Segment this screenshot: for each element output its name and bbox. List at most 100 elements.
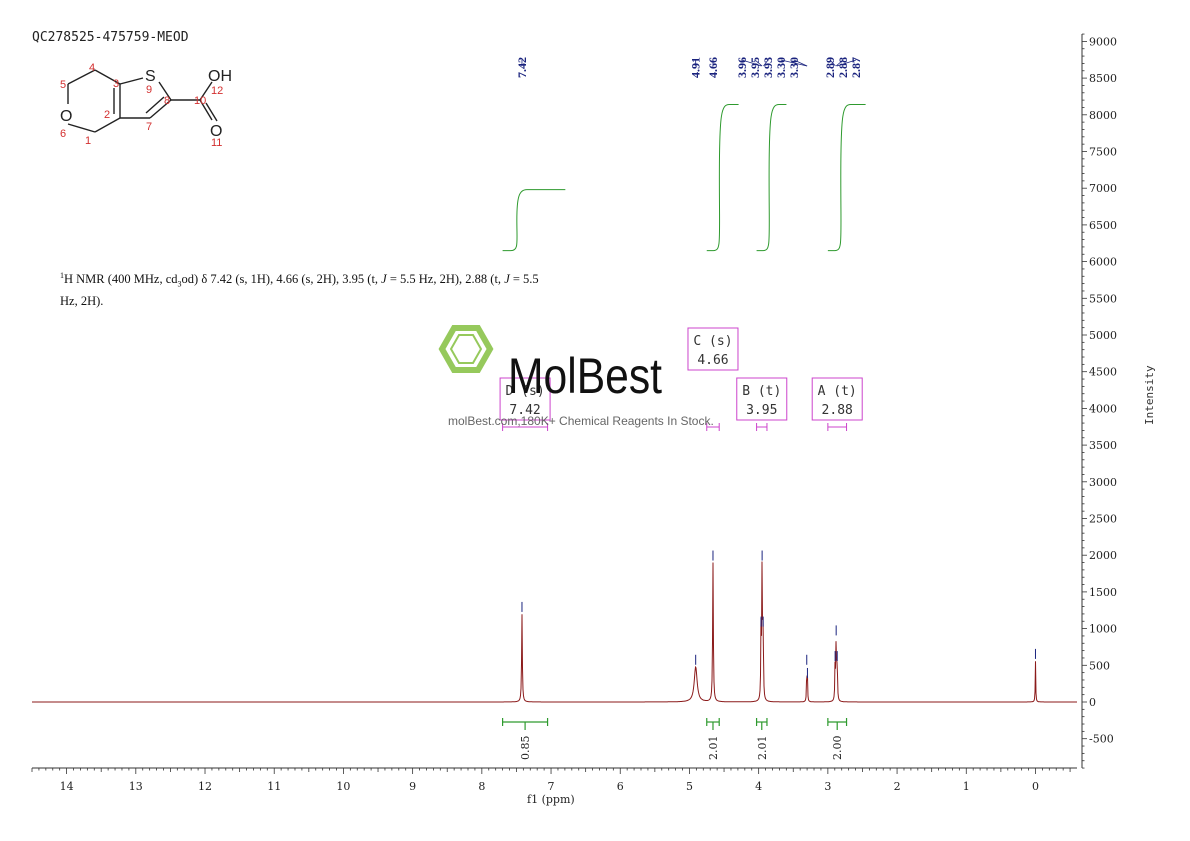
watermark-tagline: molBest.com,180K+ Chemical Reagents In S… bbox=[448, 414, 714, 428]
y-tick-label: 7500 bbox=[1089, 146, 1117, 159]
y-tick-label: 1500 bbox=[1089, 586, 1117, 599]
multiplet-letter: B (t) bbox=[742, 384, 781, 399]
x-tick-label: 11 bbox=[267, 780, 281, 793]
x-tick-label: 1 bbox=[963, 780, 970, 793]
y-tick-label: 2000 bbox=[1089, 549, 1117, 562]
chemical-structure: S O OH O 1 2 3 4 5 6 7 8 9 10 11 12 bbox=[60, 62, 232, 149]
x-tick-label: 13 bbox=[129, 780, 143, 793]
carbonyl-oxygen-atom: O bbox=[210, 123, 222, 140]
atom-number-1: 1 bbox=[85, 135, 91, 147]
atom-number-8: 8 bbox=[164, 95, 170, 107]
x-tick-label: 6 bbox=[617, 780, 624, 793]
multiplet-shift: 4.66 bbox=[697, 353, 728, 368]
y-tick-label: 8000 bbox=[1089, 109, 1117, 122]
atom-number-3: 3 bbox=[113, 78, 119, 90]
multiplet-box bbox=[499, 377, 551, 421]
x-tick-label: 8 bbox=[478, 780, 485, 793]
atom-number-2: 2 bbox=[104, 109, 110, 121]
integral-curve bbox=[502, 189, 566, 252]
atom-number-5: 5 bbox=[60, 79, 66, 91]
peak-label: 3.30 bbox=[787, 57, 801, 78]
integral-value: 2.00 bbox=[831, 736, 844, 761]
peak-label: 3.95 bbox=[748, 57, 762, 78]
spectrum-trace bbox=[32, 561, 1077, 703]
y-axis-label: Intensity bbox=[1143, 365, 1156, 425]
peak-label: 7.42 bbox=[515, 57, 529, 78]
integral-value: 0.85 bbox=[519, 736, 532, 761]
y-tick-label: -500 bbox=[1089, 733, 1114, 746]
integral-curve bbox=[827, 104, 866, 252]
y-tick-label: 8500 bbox=[1089, 72, 1117, 85]
y-tick-label: 4000 bbox=[1089, 402, 1117, 415]
peak-label-connector bbox=[754, 59, 763, 67]
peak-label-connector bbox=[763, 59, 769, 67]
x-tick-label: 5 bbox=[686, 780, 693, 793]
multiplet-shift: 3.95 bbox=[746, 403, 777, 418]
peak-label-connector bbox=[836, 59, 857, 67]
multiplet-box bbox=[687, 327, 739, 371]
x-tick-label: 4 bbox=[755, 780, 762, 793]
x-tick-label: 12 bbox=[198, 780, 212, 793]
y-tick-label: 3000 bbox=[1089, 476, 1117, 489]
atom-number-12: 12 bbox=[211, 85, 223, 97]
sulfur-atom: S bbox=[145, 68, 156, 85]
x-tick-label: 3 bbox=[824, 780, 831, 793]
peak-label: 3.93 bbox=[761, 57, 775, 78]
integral-curve bbox=[706, 104, 739, 252]
multiplet-box bbox=[736, 377, 788, 421]
peak-label-connector bbox=[741, 59, 762, 67]
y-tick-label: 4500 bbox=[1089, 366, 1117, 379]
y-tick-label: 7000 bbox=[1089, 182, 1117, 195]
y-tick-label: 5000 bbox=[1089, 329, 1117, 342]
peak-label-connector bbox=[780, 59, 808, 67]
y-tick-label: 6000 bbox=[1089, 256, 1117, 269]
peak-label: 4.66 bbox=[706, 57, 720, 78]
peak-label-connector bbox=[835, 59, 844, 67]
multiplet-letter: C (s) bbox=[693, 334, 732, 349]
atom-number-11: 11 bbox=[211, 137, 222, 149]
y-tick-label: 9000 bbox=[1089, 35, 1117, 48]
integral-value: 2.01 bbox=[707, 736, 720, 761]
integral-value: 2.01 bbox=[756, 736, 769, 761]
nmr-description: 1H NMR (400 MHz, cd3od) δ 7.42 (s, 1H), … bbox=[60, 271, 539, 308]
ring-oxygen-atom: O bbox=[60, 108, 72, 125]
watermark-brand: MolBest bbox=[508, 348, 662, 404]
x-tick-label: 10 bbox=[336, 780, 350, 793]
multiplet-box bbox=[811, 377, 863, 421]
watermark: MolBest molBest.com,180K+ Chemical Reage… bbox=[438, 325, 714, 428]
peak-label: 2.87 bbox=[849, 57, 863, 78]
multiplet-shift: 2.88 bbox=[822, 403, 853, 418]
peak-label: 3.30 bbox=[774, 57, 788, 78]
y-tick-label: 6500 bbox=[1089, 219, 1117, 232]
atom-number-4: 4 bbox=[89, 62, 95, 74]
peak-label: 4.91 bbox=[689, 57, 703, 78]
atom-number-7: 7 bbox=[146, 121, 152, 133]
x-tick-label: 9 bbox=[409, 780, 416, 793]
multiplet-letter: D (s) bbox=[506, 384, 545, 399]
atom-number-6: 6 bbox=[60, 128, 66, 140]
y-tick-label: 1000 bbox=[1089, 623, 1117, 636]
integral-curve bbox=[756, 104, 787, 252]
y-tick-label: 2500 bbox=[1089, 513, 1117, 526]
peak-label-connector bbox=[793, 59, 808, 67]
y-tick-label: 0 bbox=[1089, 696, 1096, 709]
y-tick-label: 3500 bbox=[1089, 439, 1117, 452]
multiplet-letter: A (t) bbox=[818, 384, 857, 399]
atom-number-10: 10 bbox=[194, 95, 206, 107]
atom-number-9: 9 bbox=[146, 84, 152, 96]
y-tick-label: 5500 bbox=[1089, 292, 1117, 305]
x-axis-label: f1 (ppm) bbox=[527, 793, 575, 806]
peak-label: 2.89 bbox=[823, 57, 837, 78]
x-tick-label: 0 bbox=[1032, 780, 1039, 793]
peak-label-connector bbox=[829, 59, 836, 67]
peak-label: 3.96 bbox=[735, 57, 749, 78]
sample-id: QC278525-475759-MEOD bbox=[32, 30, 189, 45]
hydroxyl-group: OH bbox=[208, 68, 232, 85]
x-tick-label: 2 bbox=[894, 780, 901, 793]
multiplet-shift: 7.42 bbox=[509, 403, 540, 418]
x-tick-label: 7 bbox=[548, 780, 555, 793]
y-tick-label: 500 bbox=[1089, 659, 1110, 672]
x-tick-label: 14 bbox=[60, 780, 74, 793]
peak-label: 2.88 bbox=[836, 57, 850, 78]
